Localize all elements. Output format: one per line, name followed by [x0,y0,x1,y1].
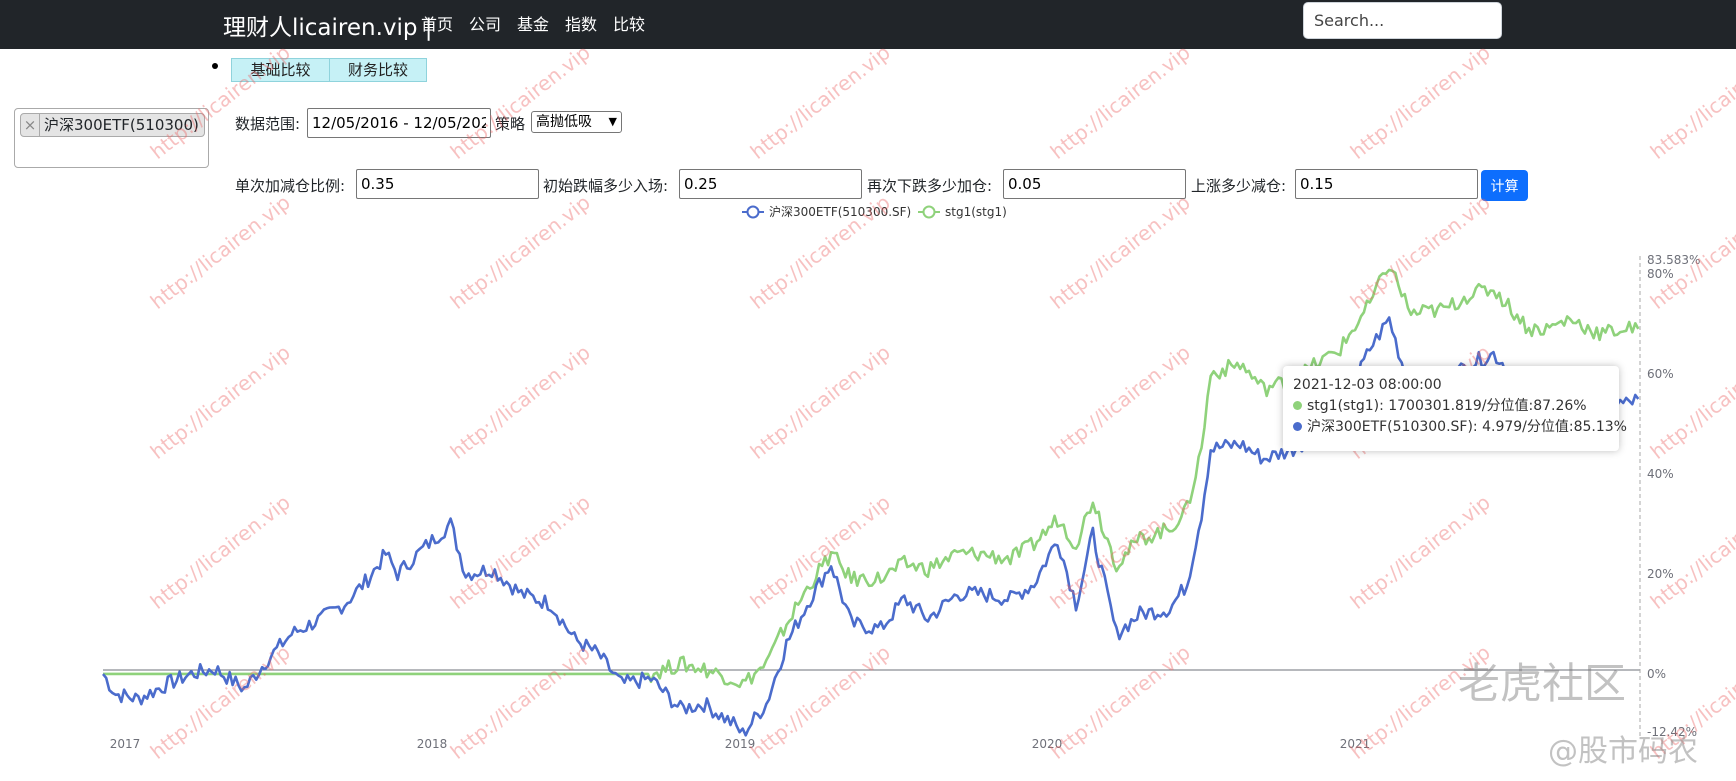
series-line-1 [103,268,1640,689]
calculate-button[interactable]: 计算 [1481,170,1528,201]
series-dot [1293,401,1302,410]
rise-reduce-label: 上涨多少减仓: [1191,177,1287,195]
y-max-label: 83.583% [1647,253,1700,267]
add-drop-label: 再次下跌多少加仓: [867,177,993,195]
strategy-select[interactable]: 高抛低吸 ▼ [531,111,622,133]
legend-item-1[interactable]: stg1(stg1) [918,205,1007,219]
y-tick-label: 60% [1647,367,1674,381]
y-axis-ticks: 0% 20% 40% 60% 80%83.583% -12.42% [1647,253,1700,739]
y-tick-label: 0% [1647,667,1666,681]
x-tick-label: 2018 [417,737,448,751]
tooltip-row-stg1: stg1(stg1): 1700301.819/分位值:87.26% [1293,396,1609,417]
initial-drop-input[interactable] [679,169,862,199]
brand-watermark: 老虎社区 [1458,659,1627,708]
y-tick-label: 20% [1647,567,1674,581]
legend-marker [922,205,936,219]
x-tick-label: 2021 [1340,737,1371,751]
range-label: 数据范围: [235,115,301,133]
legend-marker [746,205,760,219]
date-range-input[interactable] [307,108,491,138]
x-tick-label: 2017 [110,737,141,751]
chevron-down-icon: ▼ [608,115,617,128]
add-drop-input[interactable] [1003,169,1186,199]
chart-legend[interactable]: 沪深300ETF(510300.SF) stg1(stg1) [742,205,1007,219]
list-bullet [212,63,218,69]
series-dot [1293,422,1302,431]
nav-link-fund[interactable]: 基金 [517,15,550,34]
nav-link-index[interactable]: 指数 [565,15,598,34]
nav-link-home[interactable]: 首页 [421,15,454,34]
tooltip-time: 2021-12-03 08:00:00 [1293,377,1442,393]
series-line-0 [102,316,1640,737]
x-tick-label: 2020 [1032,737,1063,751]
nav-link-company[interactable]: 公司 [469,15,502,34]
tab-basic-compare[interactable]: 基础比较 [231,58,330,82]
strategy-label: 策略 [495,115,526,133]
x-tick-label: 2019 [725,737,756,751]
chart-tooltip: 2021-12-03 08:00:00 stg1(stg1): 1700301.… [1283,366,1627,451]
selected-fund-label: 沪深300ETF(510300) [44,116,199,134]
x-axis-ticks: 2017 2018 2019 2020 2021 [110,737,1371,751]
fund-select-box[interactable]: × 沪深300ETF(510300) [14,108,209,168]
initial-drop-label: 初始跌幅多少入场: [543,177,669,195]
tooltip-value: stg1(stg1): 1700301.819/分位值:87.26% [1307,398,1587,414]
tooltip-row-hs300: 沪深300ETF(510300.SF): 4.979/分位值:85.13% [1293,417,1627,438]
search-input[interactable] [1303,2,1502,39]
legend-label: 沪深300ETF(510300.SF) [769,205,911,219]
single-ratio-label: 单次加减仓比例: [235,177,346,195]
y-tick-label: 40% [1647,467,1674,481]
nav-link-compare[interactable]: 比较 [613,15,646,34]
legend-item-0[interactable]: 沪深300ETF(510300.SF) [742,205,911,219]
rise-reduce-input[interactable] [1295,169,1478,199]
chart-series [102,268,1640,737]
close-icon[interactable]: × [21,114,40,136]
strategy-select-value: 高抛低吸 [536,114,592,130]
single-ratio-input[interactable] [356,169,539,199]
author-watermark: @股市码农 [1548,734,1698,769]
legend-label: stg1(stg1) [945,205,1007,219]
tab-finance-compare[interactable]: 财务比较 [329,58,427,82]
tooltip-value: 沪深300ETF(510300.SF): 4.979/分位值:85.13% [1307,419,1627,435]
brand-logo[interactable]: 理财人licairen.vip | [223,15,433,41]
navbar: 理财人licairen.vip | 首页 公司 基金 指数 比较 [0,0,1736,49]
y-tick-label: 80% [1647,267,1674,281]
y-min-label: -12.42% [1647,725,1697,739]
selected-fund-tag: × 沪深300ETF(510300) [20,113,205,137]
